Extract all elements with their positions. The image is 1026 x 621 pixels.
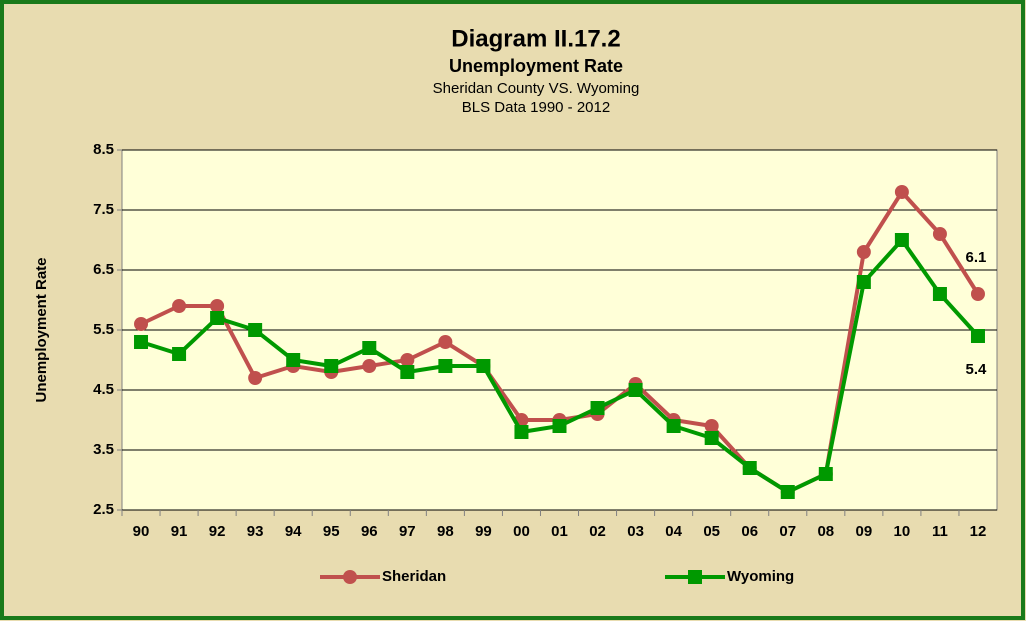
y-tick-label: 2.5 xyxy=(93,501,114,518)
data-label: 6.1 xyxy=(966,249,987,266)
data-point xyxy=(552,419,567,433)
data-point xyxy=(704,431,719,445)
x-tick-label: 92 xyxy=(209,523,226,540)
y-tick-label: 4.5 xyxy=(93,381,114,398)
data-label: 5.4 xyxy=(966,361,988,378)
data-point xyxy=(248,323,263,337)
data-point xyxy=(894,185,909,199)
data-point xyxy=(894,233,909,247)
data-point xyxy=(400,365,415,379)
data-point xyxy=(856,245,871,259)
x-tick-label: 98 xyxy=(437,523,454,540)
data-point xyxy=(172,347,187,361)
data-point xyxy=(780,485,795,499)
data-point xyxy=(514,425,529,439)
data-point xyxy=(856,275,871,289)
y-tick-label: 7.5 xyxy=(93,201,114,218)
y-tick-label: 5.5 xyxy=(93,321,114,338)
data-point xyxy=(970,329,985,343)
data-point xyxy=(932,287,947,301)
x-tick-label: 00 xyxy=(513,523,530,540)
chart-subtitle: Sheridan County VS. Wyoming xyxy=(433,80,640,97)
x-tick-label: 09 xyxy=(856,523,873,540)
legend-marker xyxy=(688,570,702,584)
data-point xyxy=(590,401,605,415)
x-tick-label: 11 xyxy=(932,523,948,540)
x-tick-label: 05 xyxy=(703,523,720,540)
chart-subtitle: Unemployment Rate xyxy=(449,56,623,76)
x-tick-label: 02 xyxy=(589,523,606,540)
y-axis-label: Unemployment Rate xyxy=(33,257,50,402)
x-tick-label: 01 xyxy=(551,523,568,540)
y-tick-label: 6.5 xyxy=(93,261,114,278)
x-tick-label: 10 xyxy=(894,523,911,540)
x-tick-label: 04 xyxy=(665,523,682,540)
data-point xyxy=(134,335,149,349)
chart-subtitle: BLS Data 1990 - 2012 xyxy=(462,99,610,116)
data-point xyxy=(286,353,301,367)
x-tick-label: 99 xyxy=(475,523,492,540)
legend-label: Wyoming xyxy=(727,568,794,585)
data-point xyxy=(704,419,719,433)
x-tick-label: 94 xyxy=(285,523,302,540)
x-tick-label: 08 xyxy=(817,523,834,540)
x-tick-label: 91 xyxy=(171,523,188,540)
x-tick-label: 95 xyxy=(323,523,340,540)
x-tick-label: 96 xyxy=(361,523,378,540)
x-tick-label: 12 xyxy=(970,523,987,540)
data-point xyxy=(210,299,225,313)
x-tick-label: 03 xyxy=(627,523,644,540)
data-point xyxy=(210,311,225,325)
data-point xyxy=(742,461,757,475)
x-tick-label: 06 xyxy=(741,523,758,540)
x-tick-label: 90 xyxy=(133,523,150,540)
data-point xyxy=(666,419,681,433)
data-point xyxy=(248,371,263,385)
data-point xyxy=(932,227,947,241)
data-point xyxy=(134,317,149,331)
chart-title: Diagram II.17.2 xyxy=(451,25,620,52)
data-point xyxy=(476,359,491,373)
x-tick-label: 07 xyxy=(779,523,796,540)
legend-label: Sheridan xyxy=(382,568,446,585)
x-tick-label: 97 xyxy=(399,523,416,540)
data-point xyxy=(324,359,339,373)
x-tick-label: 93 xyxy=(247,523,264,540)
data-point xyxy=(400,353,415,367)
data-point xyxy=(818,467,833,481)
y-tick-label: 8.5 xyxy=(93,141,114,158)
data-point xyxy=(362,359,377,373)
data-point xyxy=(172,299,187,313)
data-point xyxy=(362,341,377,355)
y-tick-label: 3.5 xyxy=(93,441,114,458)
data-point xyxy=(628,383,643,397)
data-point xyxy=(438,335,453,349)
data-point xyxy=(970,287,985,301)
legend-marker xyxy=(343,570,357,584)
data-point xyxy=(438,359,453,373)
